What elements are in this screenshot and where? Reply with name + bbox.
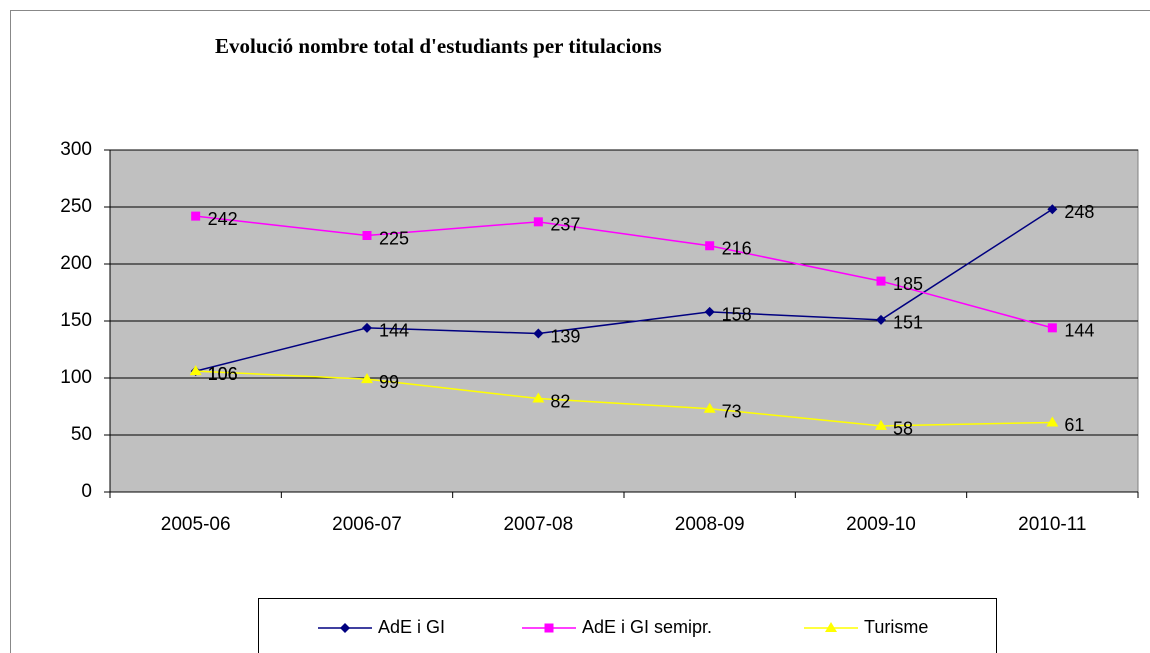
chart-title: Evolució nombre total d'estudiants per t…	[215, 34, 662, 58]
series-line	[195, 370, 1053, 427]
legend	[258, 598, 997, 653]
data-label: 216	[722, 239, 752, 259]
marker	[1047, 204, 1058, 215]
series-line	[195, 208, 1053, 372]
x-tick-label: 2008-09	[675, 514, 745, 535]
legend-label: AdE i GI semipr.	[582, 617, 712, 637]
y-tick-label: 200	[60, 253, 92, 274]
marker	[704, 306, 715, 317]
data-label: 139	[550, 326, 580, 346]
y-tick-label: 50	[71, 424, 92, 445]
y-tick-label: 300	[60, 139, 92, 160]
data-label: 58	[893, 419, 913, 439]
marker	[705, 241, 715, 251]
data-label: 144	[379, 321, 409, 341]
legend-label: AdE i GI	[378, 617, 445, 637]
data-label: 73	[722, 402, 742, 422]
legend-marker	[544, 623, 554, 633]
data-label: 225	[379, 228, 409, 248]
x-tick-label: 2005-06	[161, 514, 231, 535]
data-label: 99	[379, 372, 399, 392]
data-label: 242	[208, 209, 238, 229]
x-tick-label: 2009-10	[846, 514, 916, 535]
marker	[191, 211, 201, 221]
marker	[876, 276, 886, 286]
legend-marker	[825, 622, 837, 632]
marker	[362, 322, 372, 333]
data-label: 237	[550, 215, 580, 235]
marker	[533, 217, 543, 227]
marker	[1047, 323, 1057, 333]
data-label: 158	[722, 305, 752, 325]
legend-label: Turisme	[864, 617, 928, 637]
data-label: 61	[1064, 415, 1084, 435]
data-label: 248	[1064, 202, 1094, 222]
series-line	[195, 215, 1053, 329]
legend-marker	[340, 623, 350, 633]
marker	[361, 373, 373, 384]
data-label: 82	[550, 391, 570, 411]
x-tick-label: 2010-11	[1018, 514, 1086, 535]
y-tick-label: 150	[60, 310, 92, 331]
marker	[876, 314, 886, 325]
marker	[1046, 416, 1059, 427]
marker	[875, 419, 887, 430]
marker	[532, 392, 545, 403]
x-tick-label: 2007-08	[503, 514, 573, 535]
marker	[703, 402, 716, 413]
x-tick-label: 2006-07	[332, 514, 402, 535]
marker	[362, 231, 372, 240]
y-tick-label: 250	[60, 196, 92, 217]
data-label: 106	[208, 364, 238, 384]
data-label: 151	[893, 313, 923, 333]
marker	[189, 365, 202, 376]
y-tick-label: 100	[60, 367, 92, 388]
marker	[533, 328, 544, 339]
data-label: 185	[893, 274, 923, 294]
data-label: 106	[208, 364, 238, 384]
data-label: 144	[1064, 321, 1094, 341]
y-tick-label: 0	[81, 481, 92, 502]
